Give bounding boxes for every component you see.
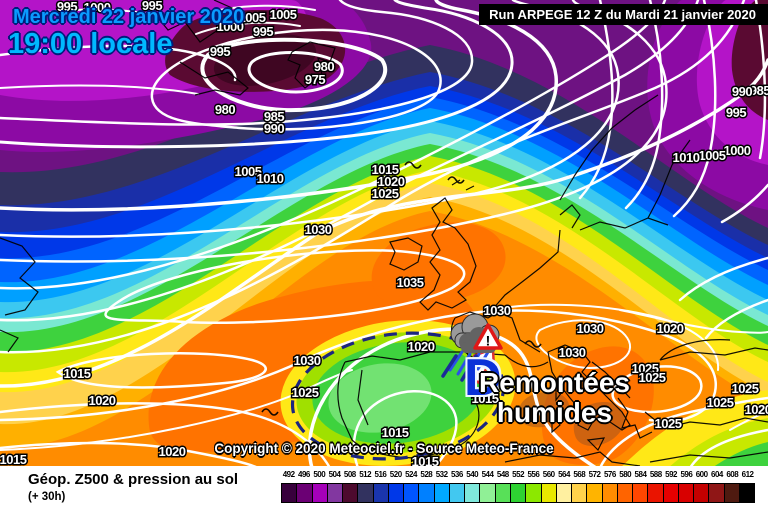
svg-text:1030: 1030 [484, 303, 511, 318]
svg-text:1010: 1010 [673, 150, 700, 165]
svg-text:1025: 1025 [292, 385, 319, 400]
svg-text:1005: 1005 [235, 164, 262, 179]
legend-strip: Géop. Z500 & pression au sol (+ 30h) 492… [0, 466, 768, 512]
svg-text:995: 995 [57, 0, 77, 14]
svg-text:1005: 1005 [270, 7, 297, 22]
colorbar-swatches [281, 483, 755, 503]
svg-text:1025: 1025 [655, 416, 682, 431]
svg-text:1020: 1020 [745, 402, 768, 417]
svg-text:980: 980 [314, 59, 334, 74]
svg-text:1020: 1020 [378, 174, 405, 189]
svg-text:995: 995 [253, 24, 273, 39]
svg-text:1000: 1000 [724, 143, 751, 158]
svg-text:1020: 1020 [159, 444, 186, 459]
moisture-annotation-line1: Remontées [479, 367, 630, 398]
model-run-banner: Run ARPEGE 12 Z du Mardi 21 janvier 2020 [479, 4, 768, 25]
svg-text:1035: 1035 [397, 275, 424, 290]
svg-text:1015: 1015 [382, 425, 409, 440]
moisture-annotation-line2: humides [496, 397, 613, 428]
forecast-hour: (+ 30h) [28, 491, 66, 503]
svg-text:980: 980 [215, 102, 235, 117]
svg-text:1015: 1015 [64, 366, 91, 381]
colorbar-labels: 492 496 500 504 508 512 516 520 524 528 532 536 540 5… [282, 470, 754, 479]
low-pressure-marker: D [464, 349, 502, 407]
svg-text:1015: 1015 [472, 391, 499, 406]
trough-dashed-ellipse [290, 331, 506, 461]
svg-text:1015: 1015 [0, 452, 27, 467]
svg-text:!: ! [486, 333, 491, 349]
svg-text:975: 975 [305, 72, 325, 87]
svg-text:1020: 1020 [657, 321, 684, 336]
copyright-notice: Copyright © 2020 Meteociel.fr - Source M… [214, 441, 554, 456]
svg-text:1030: 1030 [305, 222, 332, 237]
svg-text:1025: 1025 [732, 381, 759, 396]
svg-text:985: 985 [264, 109, 284, 124]
svg-text:1020: 1020 [89, 393, 116, 408]
svg-text:1025: 1025 [639, 370, 666, 385]
svg-text:995: 995 [142, 0, 162, 13]
svg-text:995: 995 [210, 44, 230, 59]
warning-triangle-icon: ! [473, 323, 503, 350]
svg-text:1000: 1000 [217, 19, 244, 34]
svg-text:990: 990 [732, 84, 752, 99]
svg-text:1030: 1030 [559, 345, 586, 360]
map-local-time: 19:00 locale [8, 28, 173, 60]
geopotential-colorbar: 492 496 500 504 508 512 516 520 524 528 532 536 540 5… [281, 470, 755, 503]
svg-text:1000: 1000 [84, 0, 111, 15]
svg-text:990: 990 [264, 121, 284, 136]
svg-text:1025: 1025 [632, 361, 659, 376]
svg-text:1005: 1005 [699, 148, 726, 163]
svg-text:1030: 1030 [577, 321, 604, 336]
svg-text:985: 985 [750, 83, 768, 98]
svg-text:1005: 1005 [239, 10, 266, 25]
moisture-annotation: Remontées humides [462, 368, 647, 428]
svg-text:1025: 1025 [372, 186, 399, 201]
svg-text:1030: 1030 [294, 353, 321, 368]
legend-title: Géop. Z500 & pression au sol [28, 471, 239, 488]
svg-text:1010: 1010 [257, 171, 284, 186]
svg-text:995: 995 [726, 105, 746, 120]
svg-text:1025: 1025 [707, 395, 734, 410]
svg-text:1015: 1015 [372, 162, 399, 177]
map-date: Mercredi 22 janvier 2020 [13, 6, 245, 28]
svg-text:1020: 1020 [408, 339, 435, 354]
